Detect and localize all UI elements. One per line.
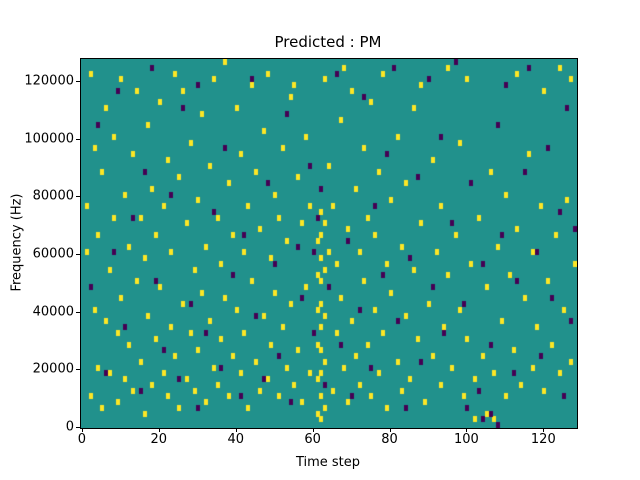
y-tick-mark — [76, 311, 80, 313]
y-tick-label: 120000 — [24, 73, 74, 89]
x-tick-label: 80 — [381, 432, 398, 447]
y-tick-label: 20000 — [32, 361, 74, 377]
x-tick-mark — [158, 428, 160, 432]
y-tick-mark — [76, 369, 80, 371]
heatmap-canvas — [81, 59, 577, 428]
y-tick-mark — [76, 138, 80, 140]
y-tick-mark — [76, 81, 80, 83]
x-tick-mark — [543, 428, 545, 432]
x-tick-mark — [312, 428, 314, 432]
x-tick-label: 60 — [304, 432, 321, 447]
y-tick-mark — [76, 254, 80, 256]
x-tick-mark — [389, 428, 391, 432]
x-tick-mark — [81, 428, 83, 432]
x-tick-label: 120 — [530, 432, 556, 447]
y-tick-label: 0 — [65, 419, 74, 435]
x-tick-label: 0 — [77, 432, 87, 447]
y-tick-label: 80000 — [32, 188, 74, 204]
y-tick-label: 60000 — [32, 246, 74, 262]
y-tick-mark — [76, 196, 80, 198]
y-axis-label: Frequency (Hz) — [9, 193, 25, 292]
plot-area — [80, 58, 578, 429]
x-tick-label: 20 — [150, 432, 168, 447]
y-tick-mark — [76, 427, 80, 428]
x-tick-label: 100 — [453, 432, 479, 447]
y-tick-label: 40000 — [32, 304, 74, 320]
x-tick-mark — [235, 428, 237, 432]
chart-title: Predicted : PM — [274, 33, 382, 51]
x-tick-label: 40 — [227, 432, 244, 447]
y-tick-label: 100000 — [24, 131, 74, 147]
x-tick-mark — [466, 428, 468, 432]
x-axis-label: Time step — [295, 455, 361, 470]
